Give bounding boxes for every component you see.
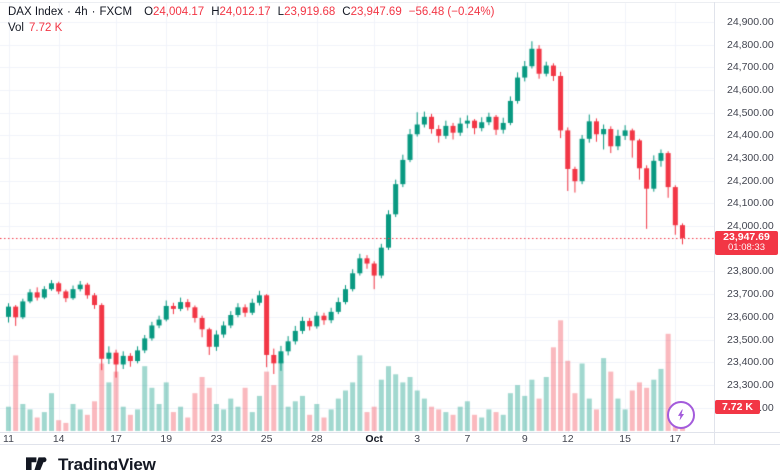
symbol-name[interactable]: DAX Index bbox=[8, 6, 63, 18]
price-axis-label: 24,000.00 bbox=[727, 220, 774, 233]
time-axis-label: 9 bbox=[521, 433, 528, 445]
price-axis-label: 23,600.00 bbox=[727, 310, 774, 323]
time-axis-separator bbox=[0, 432, 780, 433]
price-axis-label: 24,400.00 bbox=[727, 129, 774, 142]
exchange-label: FXCM bbox=[99, 6, 133, 18]
price-axis-separator bbox=[714, 2, 715, 444]
legend-row-main: DAX Index · 4h · FXCM O24,004.17 H24,012.17 L23… bbox=[8, 5, 494, 20]
volume-axis-tag: 7.72 K bbox=[715, 400, 760, 415]
footer-branding[interactable]: TradingView bbox=[26, 455, 156, 470]
time-axis-label: 3 bbox=[414, 433, 421, 445]
candlestick-chart-canvas[interactable] bbox=[0, 0, 714, 432]
time-axis-label: 19 bbox=[160, 433, 173, 445]
price-axis-label: 23,500.00 bbox=[727, 333, 774, 346]
bar-countdown: 01:08:33 bbox=[728, 241, 765, 253]
interval-label[interactable]: 4h bbox=[74, 6, 88, 18]
legend-separator: · bbox=[66, 6, 71, 18]
price-axis-label: 24,700.00 bbox=[727, 61, 774, 74]
lightning-bolt-icon bbox=[677, 409, 685, 421]
time-axis-label: 14 bbox=[52, 433, 65, 445]
time-axis-label: 15 bbox=[619, 433, 631, 445]
price-axis-label: 23,700.00 bbox=[727, 288, 774, 301]
high-value: 24,012.17 bbox=[219, 6, 271, 18]
last-price-value: 23,947.69 bbox=[723, 230, 770, 243]
symbol-legend: DAX Index · 4h · FXCM O24,004.17 H24,012.17 L23… bbox=[8, 5, 494, 36]
price-axis-label: 24,600.00 bbox=[727, 84, 774, 97]
time-axis-label: 17 bbox=[669, 433, 682, 445]
price-axis-label: 24,300.00 bbox=[727, 152, 774, 165]
time-axis-label: 12 bbox=[561, 433, 574, 445]
legend-separator: · bbox=[91, 6, 96, 18]
open-label: O bbox=[144, 6, 154, 18]
price-axis-label: 23,400.00 bbox=[727, 356, 774, 369]
price-axis-label: 23,800.00 bbox=[727, 265, 774, 278]
legend-row-volume: Vol 7.72 K bbox=[8, 21, 494, 36]
time-axis-label: 25 bbox=[260, 433, 273, 445]
price-axis[interactable]: 24,900.00 24,800.00 24,700.00 24,600.00 24,5… bbox=[715, 0, 780, 432]
open-value: 24,004.17 bbox=[153, 6, 205, 18]
close-value: 23,947.69 bbox=[350, 6, 402, 18]
price-axis-label: 23,300.00 bbox=[727, 378, 774, 391]
price-axis-label: 24,900.00 bbox=[727, 16, 774, 28]
time-axis[interactable]: 11 14 17 19 23 25 28 Oct 3 7 9 12 15 17 bbox=[0, 433, 714, 445]
instant-order-button[interactable] bbox=[667, 401, 695, 429]
close-label: C bbox=[342, 6, 351, 18]
change-value: −56.48 (−0.24%) bbox=[408, 6, 495, 18]
tradingview-wordmark: TradingView bbox=[58, 455, 156, 470]
time-axis-label: 11 bbox=[3, 433, 14, 445]
low-label: L bbox=[277, 6, 285, 18]
price-axis-label: 24,200.00 bbox=[727, 174, 774, 187]
time-axis-label: 23 bbox=[210, 433, 223, 445]
volume-label: Vol bbox=[8, 22, 24, 34]
price-axis-label: 24,100.00 bbox=[727, 197, 774, 210]
widget-bottom-border bbox=[0, 444, 780, 445]
high-label: H bbox=[211, 6, 220, 18]
low-value: 23,919.68 bbox=[284, 6, 336, 18]
time-axis-label: 17 bbox=[110, 433, 122, 445]
last-price-tag: 23,947.69 01:08:33 bbox=[715, 230, 778, 255]
time-axis-label: Oct bbox=[365, 433, 383, 445]
price-axis-label: 24,500.00 bbox=[727, 106, 774, 119]
volume-value: 7.72 K bbox=[29, 22, 63, 34]
time-axis-label: 28 bbox=[310, 433, 323, 445]
time-axis-label: 7 bbox=[464, 433, 471, 445]
tradingview-logo-icon bbox=[26, 457, 47, 470]
price-axis-label: 24,800.00 bbox=[727, 38, 774, 51]
